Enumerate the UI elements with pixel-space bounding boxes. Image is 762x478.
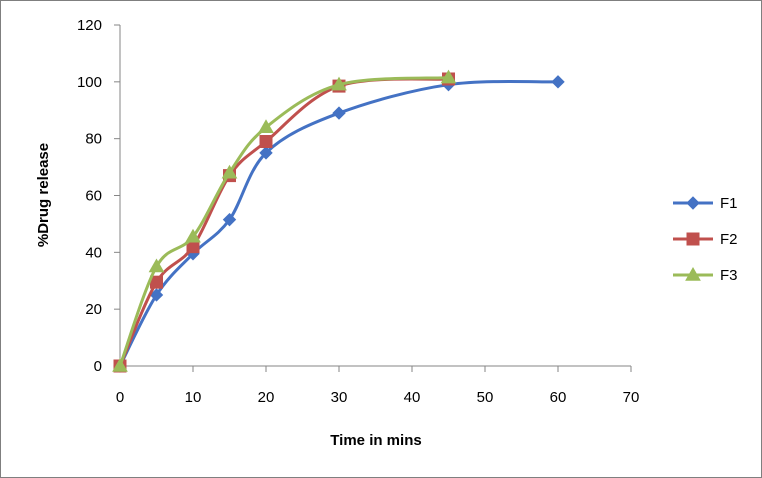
x-tick-label: 0 <box>116 389 124 406</box>
y-tick-label: 60 <box>85 188 102 205</box>
legend-label: F2 <box>720 231 738 248</box>
legend-item-f2: F2 <box>673 231 738 248</box>
x-tick-label: 50 <box>477 389 494 406</box>
y-axis-label: %Drug release <box>35 143 52 247</box>
x-tick-label: 10 <box>185 389 202 406</box>
x-axis-label: Time in mins <box>330 432 421 449</box>
y-tick-label: 80 <box>85 131 102 148</box>
series-layer <box>112 69 565 373</box>
legend-label: F3 <box>720 267 738 284</box>
y-tick-label: 120 <box>77 17 102 34</box>
x-tick-label: 20 <box>258 389 275 406</box>
y-tick-label: 20 <box>85 301 102 318</box>
data-point-f1 <box>332 106 346 120</box>
data-point-f3 <box>148 258 165 273</box>
y-tick-label: 40 <box>85 244 102 261</box>
axes: 0 20 40 60 80 100 120 0 10 20 30 40 50 60 70 <box>77 17 639 406</box>
x-tick-label: 70 <box>623 389 640 406</box>
series-f3 <box>112 69 457 372</box>
data-point-f2 <box>259 135 273 149</box>
legend-marker <box>686 232 700 246</box>
data-point-f1 <box>149 288 164 302</box>
data-point-f3 <box>185 228 201 243</box>
legend-item-f1: F1 <box>673 195 738 212</box>
data-point-f3 <box>112 357 128 372</box>
data-point-f3 <box>440 69 457 84</box>
data-point-f1 <box>259 146 273 160</box>
data-point-f3 <box>258 119 274 134</box>
legend-item-f3: F3 <box>673 266 738 284</box>
data-point-f3 <box>331 76 347 91</box>
legend-marker <box>686 196 700 210</box>
x-tick-label: 40 <box>404 389 421 406</box>
data-point-f1 <box>222 212 237 227</box>
x-tick-label: 30 <box>331 389 348 406</box>
data-point-f3 <box>221 164 238 179</box>
legend-marker <box>685 266 701 281</box>
y-tick-label: 0 <box>94 358 102 375</box>
x-tick-label: 60 <box>550 389 567 406</box>
y-tick-label: 100 <box>77 74 102 91</box>
data-point-f1 <box>551 75 565 89</box>
legend: F1 F2 F3 <box>673 195 738 284</box>
legend-label: F1 <box>720 195 738 212</box>
